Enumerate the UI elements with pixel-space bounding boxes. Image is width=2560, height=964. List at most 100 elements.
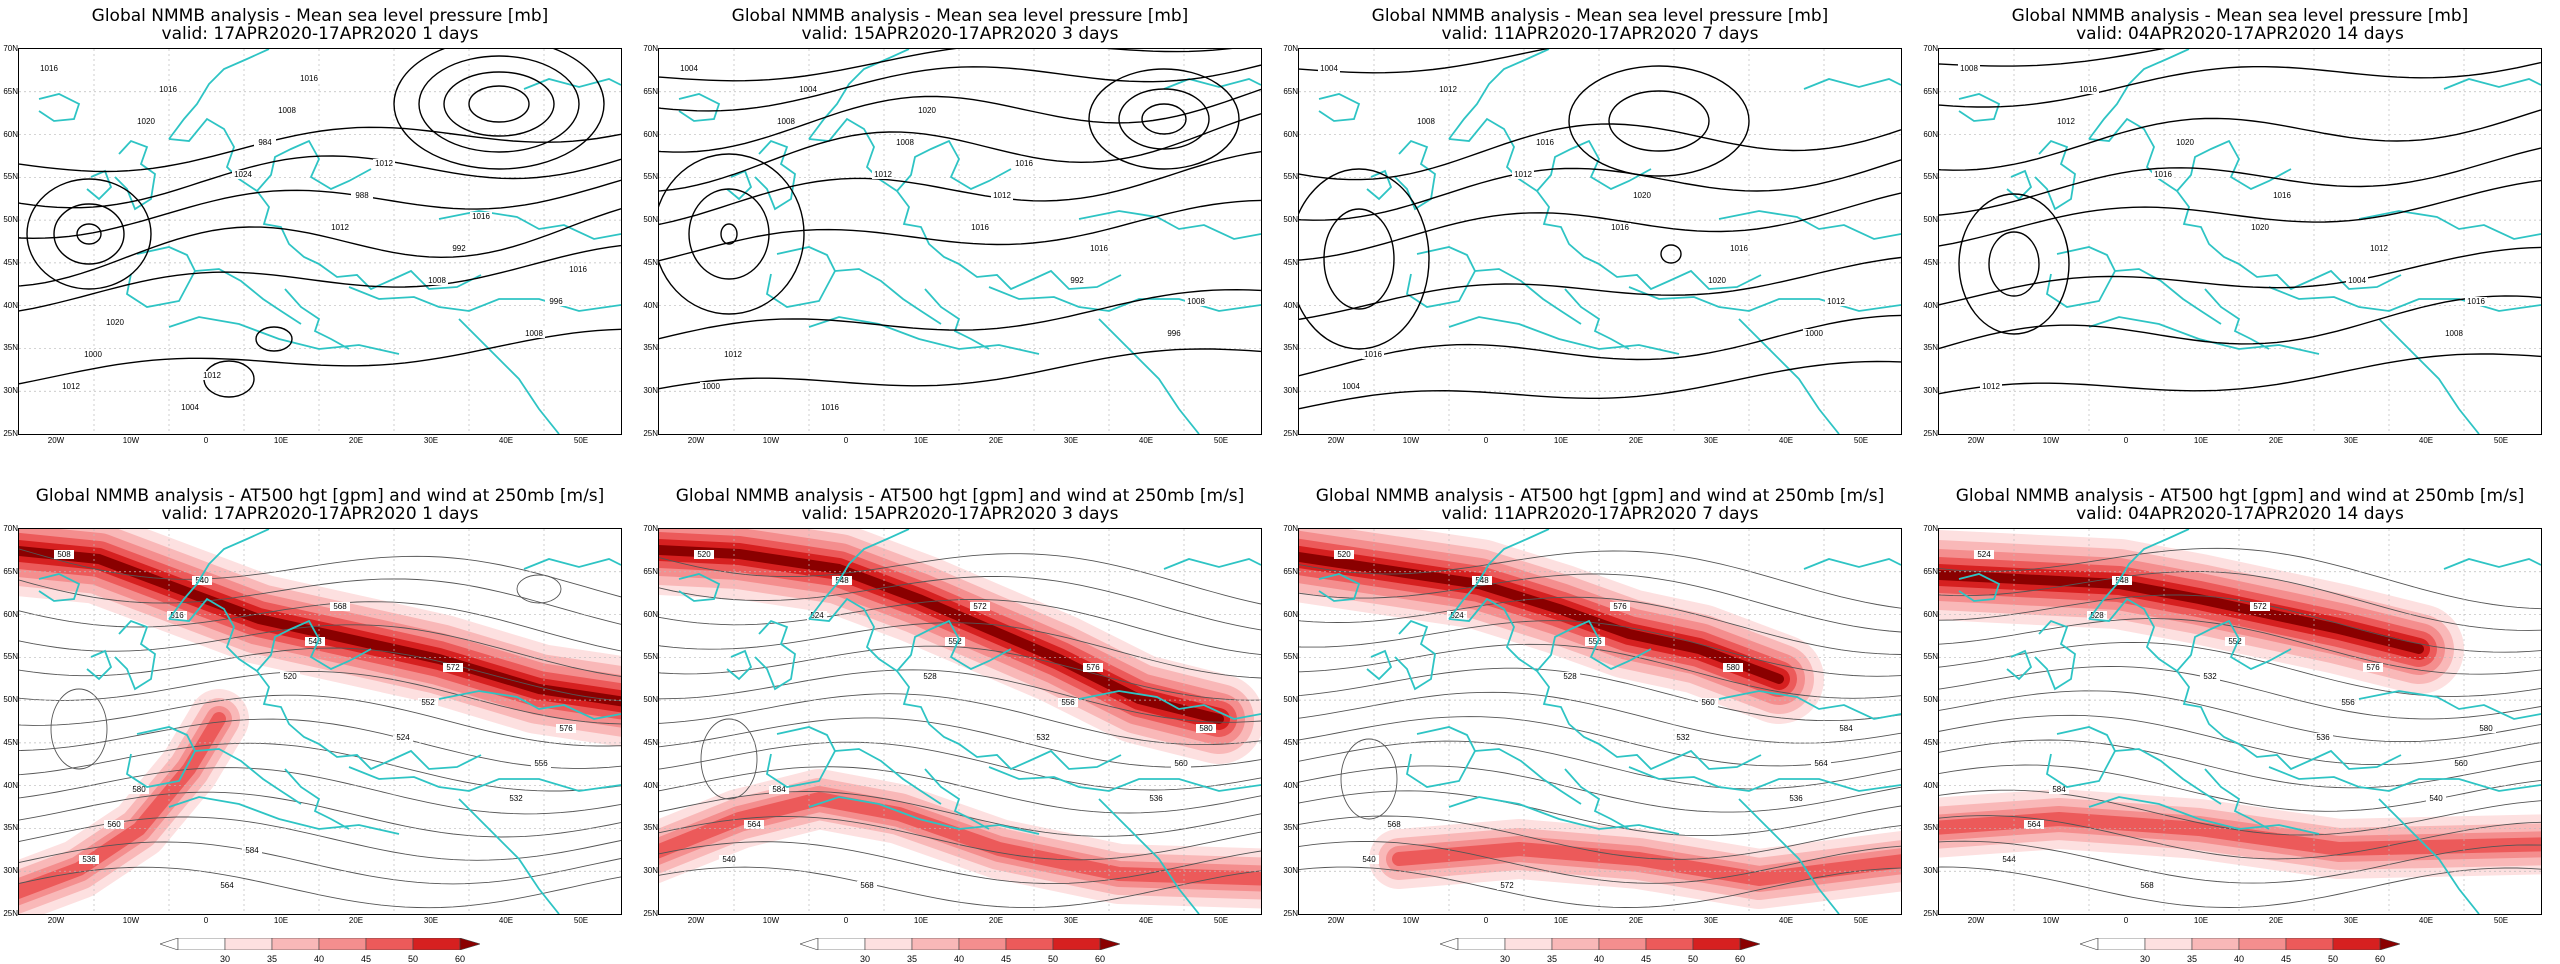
panel-mslp-7: Global NMMB analysis - Mean sea level pr… [1280,0,1920,480]
isobar-label: 1008 [896,138,914,147]
latitude-label: 30N [1923,386,1938,396]
longitude-label: 10E [2193,916,2209,925]
colorbar-label: 40 [953,954,965,964]
latitude-label: 25N [3,909,18,918]
colorbar-label: 50 [407,954,419,964]
map-area: 1016 1020 1024 1012 1008 1008 1012 1016 984 988 99… [18,48,622,435]
latitude-label: 65N [1283,86,1298,96]
isobar-label: 1016 [300,74,318,83]
height-label: 568 [1387,820,1401,829]
height-label: 572 [1500,881,1514,890]
height-contours [19,548,621,909]
latitude-label: 35N [1283,343,1298,353]
latitude-label: 50N [643,695,658,705]
height-label: 548 [835,576,849,585]
colorbar-label: 50 [2327,954,2339,964]
height-labels: 524 528 532 536 540 544 548 552 556 560 564 568 572 5… [1974,550,2496,890]
height-label: 536 [2316,733,2330,742]
isobar-label: 1008 [278,106,296,115]
colorbar-label: 45 [1000,954,1012,964]
height-label: 552 [2228,637,2242,646]
isobars [19,49,621,398]
height-label: 536 [1789,794,1803,803]
height-label: 580 [1726,663,1740,672]
longitude-label: 10E [913,916,929,925]
latitude-label: 40N [1283,780,1298,790]
colorbar-label: 60 [454,954,466,964]
latitude-label: 45N [3,257,18,267]
isobar-label: 1008 [1960,64,1978,73]
longitude-label: 20W [47,436,65,445]
height-label: 520 [1337,550,1351,559]
longitude-label: 40E [1778,436,1794,445]
panel-title: Global NMMB analysis - Mean sea level pr… [731,6,1189,26]
isobar-label: 1004 [181,403,199,412]
latitude-label: 35N [1283,823,1298,833]
wind-colorbar [2080,938,2400,950]
wind-shading [1939,529,2541,879]
longitude-label: 10W [1402,916,1420,925]
latitude-label: 65N [3,86,18,96]
map-area: 520 524 528 532 536 540 548 556 560 564 568 572 576 5… [1298,528,1902,915]
isobar-label: 1012 [331,223,349,232]
height-contours [1299,550,1901,908]
height-label: 560 [1174,759,1188,768]
latitude-label: 55N [643,172,658,182]
panel-valid-period: valid: 11APR2020-17APR2020 7 days [1441,24,1759,44]
longitude-label: 20W [1967,916,1985,925]
isobar-label: 1008 [1187,297,1205,306]
longitude-label: 10E [913,436,929,445]
coastlines [38,49,621,434]
height-label: 540 [2429,794,2443,803]
longitude-label: 20W [1327,916,1345,925]
colorbar-label: 40 [313,954,325,964]
latitude-label: 25N [1283,429,1298,438]
latitude-label: 25N [643,909,658,918]
height-label: 552 [948,637,962,646]
height-label: 516 [170,611,184,620]
latitude-label: 60N [1923,609,1938,619]
latitude-label: 50N [1923,695,1938,705]
latitude-label: 35N [3,823,18,833]
colorbar-label: 60 [1734,954,1746,964]
height-label: 576 [559,724,573,733]
coastlines [38,529,621,914]
map-area: 508 516 520 524 532 536 540 548 552 556 560 564 568 5… [18,528,622,915]
isobar-labels: 1004 1008 1012 1016 992 996 1000 1004 1008 1012 10… [678,64,1207,412]
isobar-label: 1004 [2348,276,2366,285]
height-label: 544 [2002,855,2016,864]
colorbar-label: 35 [266,954,278,964]
isobar-label: 1020 [2251,223,2269,232]
isobar-label: 1012 [1982,382,2000,391]
colorbar-label: 60 [2374,954,2386,964]
height-label: 520 [697,550,711,559]
coastlines [1958,529,2541,914]
longitude-label: 10E [273,916,289,925]
latitude-label: 40N [3,780,18,790]
panel-valid-period: valid: 17APR2020-17APR2020 1 days [161,24,479,44]
latitude-label: 45N [1923,257,1938,267]
isobar-label: 1000 [702,382,720,391]
isobar-label: 1016 [2467,297,2485,306]
longitude-label: 20E [1628,436,1644,445]
coastlines [678,529,1261,914]
colorbar-label: 40 [2233,954,2245,964]
longitude-label: 30E [1063,436,1079,445]
colorbar-label: 45 [2280,954,2292,964]
panel-title: Global NMMB analysis - AT500 hgt [gpm] a… [1315,486,1885,506]
height-label: 532 [1676,733,1690,742]
height-label: 548 [2115,576,2129,585]
latitude-label: 65N [643,566,658,576]
isobar-label: 1012 [874,170,892,179]
height-label: 568 [333,602,347,611]
longitude-label: 0 [843,916,849,925]
isobar-label: 992 [1070,276,1084,285]
height-label: 532 [2203,672,2217,681]
height-contours [659,553,1261,909]
isobar-label: 1020 [918,106,936,115]
latitude-label: 70N [643,44,658,53]
isobar-label: 1016 [2273,191,2291,200]
coastlines [678,49,1261,434]
height-label: 524 [396,733,410,742]
panel-title: Global NMMB analysis - AT500 hgt [gpm] a… [1955,486,2525,506]
